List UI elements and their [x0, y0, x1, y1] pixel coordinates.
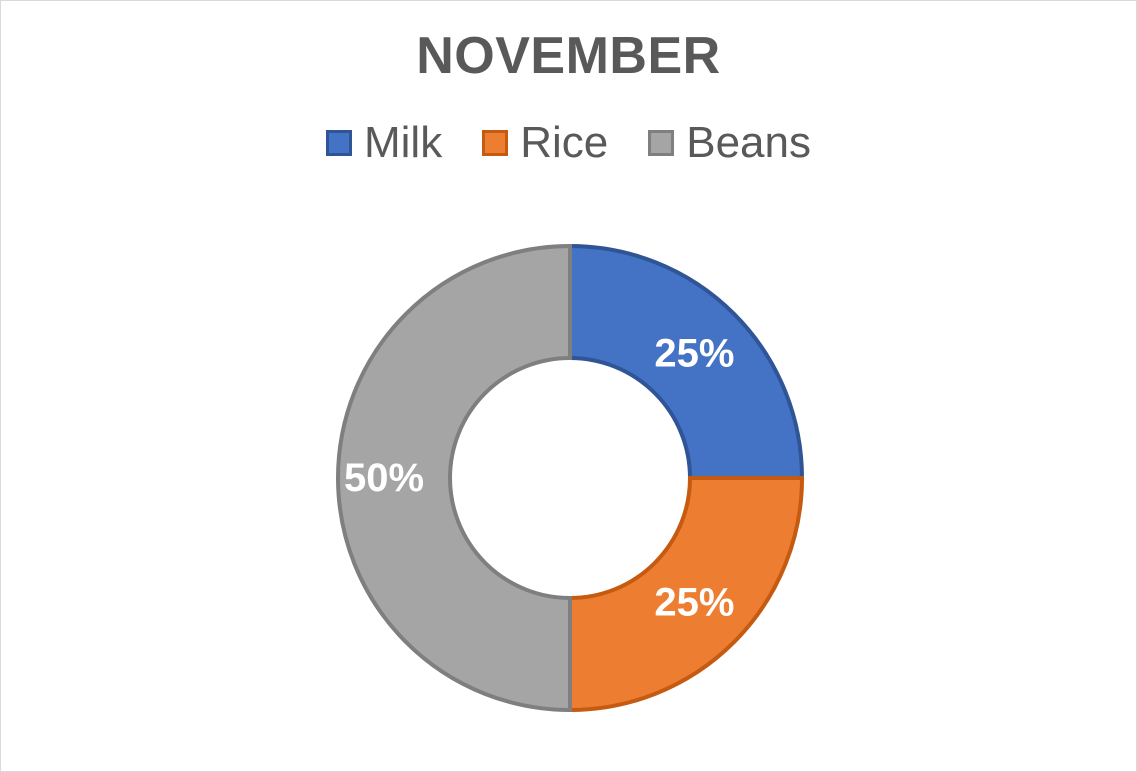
data-label-milk: 25%: [654, 332, 734, 376]
legend-swatch-milk: [326, 130, 352, 156]
data-label-beans: 50%: [344, 456, 424, 500]
slice-beans: [336, 243, 572, 713]
legend-swatch-rice: [482, 130, 509, 156]
slice-rice: [568, 476, 805, 713]
legend-label-milk: Milk: [364, 118, 443, 167]
slice-milk: [568, 243, 805, 480]
chart-title: NOVEMBER: [416, 27, 721, 85]
legend-item-milk: Milk: [326, 118, 442, 168]
legend: Milk Rice Beans: [0, 118, 1137, 168]
data-label-rice: 25%: [654, 580, 734, 624]
legend-label-beans: Beans: [686, 118, 811, 167]
legend-label-rice: Rice: [520, 118, 609, 167]
legend-swatch-beans: [648, 130, 675, 156]
legend-item-rice: Rice: [482, 118, 608, 168]
legend-item-beans: Beans: [648, 118, 811, 168]
